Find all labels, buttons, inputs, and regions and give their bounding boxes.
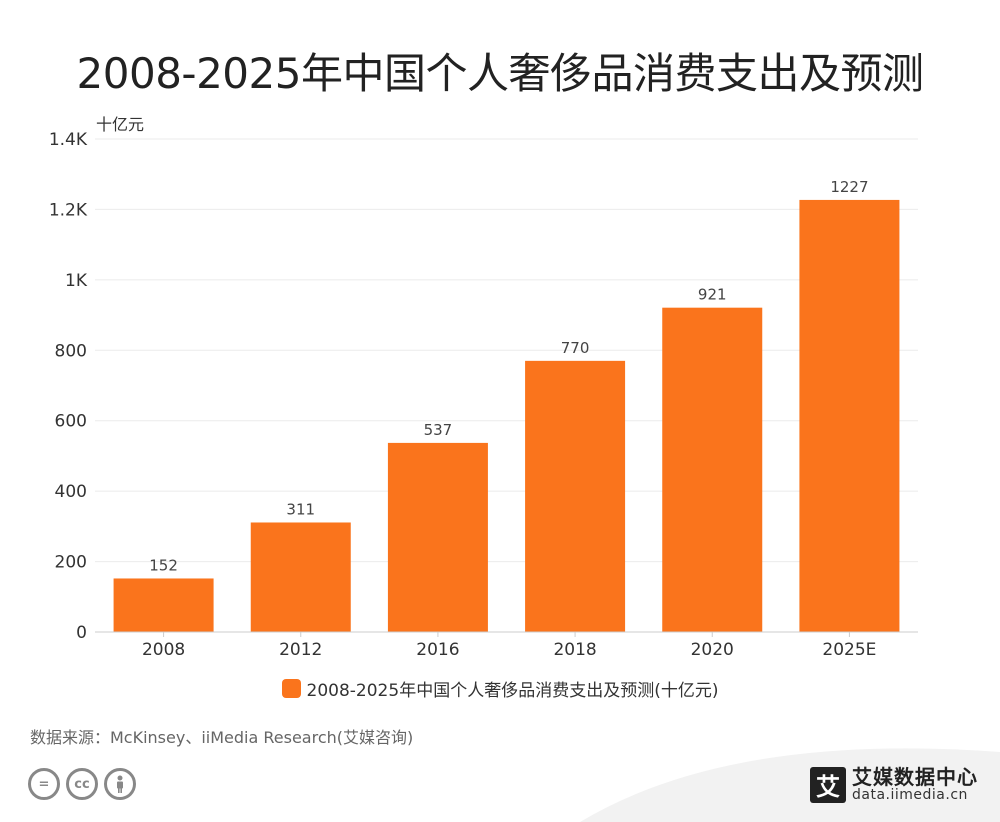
x-tick-label: 2020	[691, 640, 734, 660]
data-label: 152	[149, 556, 178, 574]
bars	[113, 199, 900, 632]
y-tick-label: 0	[76, 623, 87, 643]
legend-label: 2008-2025年中国个人奢侈品消费支出及预测(十亿元)	[306, 681, 719, 701]
license-icons: = cc	[28, 768, 136, 800]
y-tick-label: 1.2K	[49, 200, 88, 220]
y-tick-label: 600	[55, 412, 87, 432]
bar	[387, 442, 488, 632]
cc-icon: cc	[66, 768, 98, 800]
y-axis-ticks: 0 200 400 600 800 1K 1.2K 1.4K	[49, 130, 88, 643]
y-tick-label: 800	[55, 341, 87, 361]
chart-title: 2008-2025年中国个人奢侈品消费支出及预测	[76, 49, 924, 98]
x-axis-ticks: 2008 2012 2016 2018 2020 2025E	[142, 632, 876, 660]
x-tick-label: 2008	[142, 640, 185, 660]
y-tick-label: 200	[55, 553, 87, 573]
data-labels: 152 311 537 770 921 1227	[149, 178, 868, 575]
bar	[799, 199, 900, 632]
brand: 艾 艾媒数据中心 data.iimedia.cn	[810, 766, 978, 803]
data-label: 537	[424, 421, 453, 439]
y-tick-label: 400	[55, 482, 87, 502]
data-label: 1227	[830, 178, 868, 196]
bar	[525, 360, 626, 632]
brand-logo: 艾	[810, 766, 846, 803]
y-tick-label: 1.4K	[49, 130, 88, 150]
y-tick-label: 1K	[65, 271, 88, 291]
source-note: 数据来源：McKinsey、iiMedia Research(艾媒咨询)	[30, 728, 414, 747]
y-axis-unit-label: 十亿元	[96, 115, 144, 134]
legend-swatch	[281, 679, 301, 698]
brand-name: 艾媒数据中心	[852, 765, 978, 789]
gridlines	[95, 138, 918, 563]
bar	[250, 522, 351, 632]
x-tick-label: 2018	[553, 640, 596, 660]
brand-corner-shape	[580, 748, 1000, 822]
data-label: 311	[286, 500, 315, 518]
brand-url: data.iimedia.cn	[852, 787, 968, 803]
person-icon	[104, 768, 136, 800]
data-label: 770	[561, 339, 590, 357]
x-tick-label: 2016	[416, 640, 459, 660]
x-tick-label: 2025E	[822, 640, 876, 660]
x-tick-label: 2012	[279, 640, 322, 660]
data-label: 921	[698, 286, 727, 304]
equals-icon: =	[28, 768, 60, 800]
bar	[662, 307, 763, 632]
bar	[113, 578, 214, 632]
legend: 2008-2025年中国个人奢侈品消费支出及预测(十亿元)	[0, 676, 1000, 701]
